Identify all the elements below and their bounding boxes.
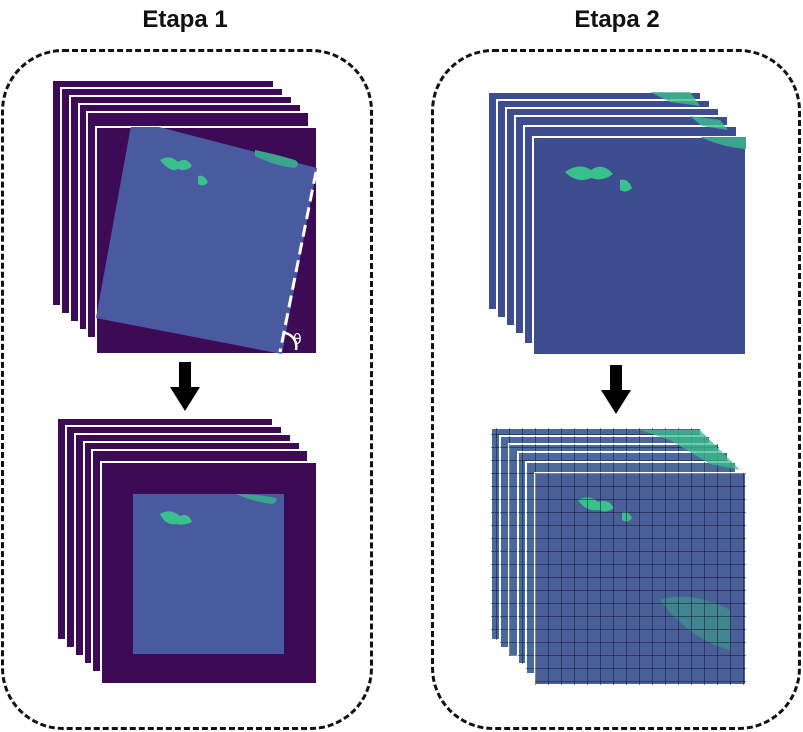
stage-1-title: Etapa 1 xyxy=(142,6,228,33)
stage-1-padded-stack xyxy=(56,417,318,685)
vegetation-patch xyxy=(690,116,728,130)
stage-2-image-stack xyxy=(487,91,747,356)
rotated-image xyxy=(96,127,317,354)
stage-1-down-arrow xyxy=(170,362,200,411)
vegetation-patch xyxy=(620,179,632,192)
vegetation-patch xyxy=(236,494,277,504)
vegetation-patch xyxy=(650,92,700,106)
rotation-edge-line xyxy=(278,171,318,353)
stage-1-rotated-stack: θ xyxy=(51,79,318,355)
tile-grid xyxy=(535,473,746,685)
vegetation-patch xyxy=(640,430,740,470)
vegetation-patch xyxy=(565,166,613,180)
rotation-angle-arc xyxy=(284,331,298,351)
vegetation-patch xyxy=(160,511,192,525)
vegetation-patch xyxy=(160,157,192,170)
vegetation-patch xyxy=(700,137,746,149)
stage-2-panel xyxy=(431,49,801,730)
stage-2-down-arrow xyxy=(601,365,631,414)
stage-2-tiled-stack xyxy=(490,427,747,686)
vegetation-patch xyxy=(198,175,208,186)
stack-frame-front xyxy=(532,136,747,356)
stage-1-panel xyxy=(1,49,373,730)
padded-image xyxy=(133,494,284,654)
stage-2-title: Etapa 2 xyxy=(574,6,660,33)
rotation-angle-label: θ xyxy=(293,332,302,348)
vegetation-patch xyxy=(255,150,298,168)
